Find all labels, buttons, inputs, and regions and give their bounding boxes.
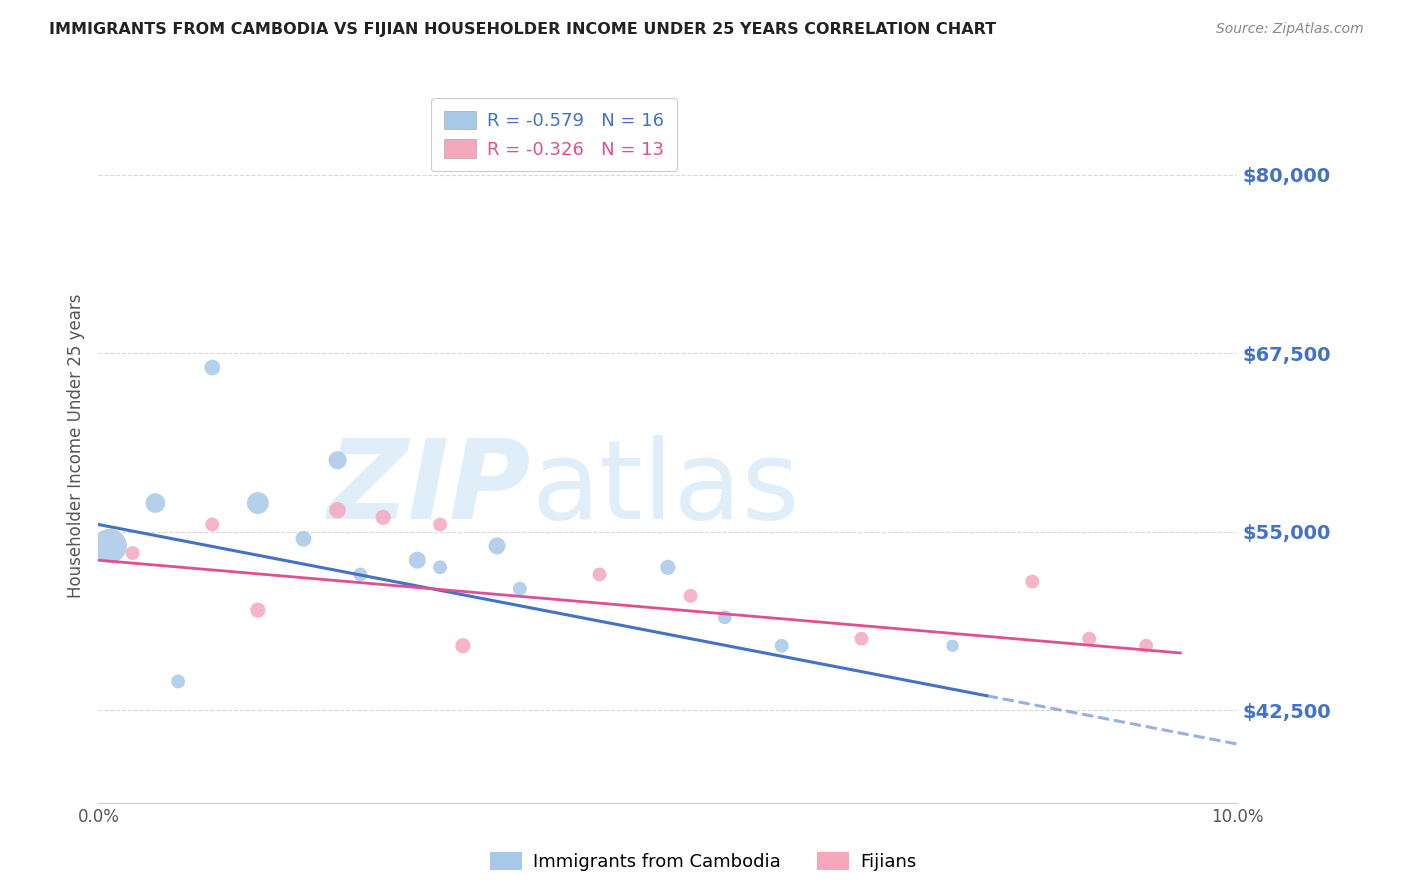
Point — [486, 539, 509, 553]
Point — [1078, 632, 1101, 646]
Point — [657, 560, 679, 574]
Point — [246, 603, 269, 617]
Point — [679, 589, 702, 603]
Text: Source: ZipAtlas.com: Source: ZipAtlas.com — [1216, 22, 1364, 37]
Y-axis label: Householder Income Under 25 years: Householder Income Under 25 years — [66, 293, 84, 599]
Legend: R = -0.579   N = 16, R = -0.326   N = 13: R = -0.579 N = 16, R = -0.326 N = 13 — [432, 98, 676, 171]
Legend: Immigrants from Cambodia, Fijians: Immigrants from Cambodia, Fijians — [482, 845, 924, 879]
Point — [406, 553, 429, 567]
Point — [429, 560, 451, 574]
Text: IMMIGRANTS FROM CAMBODIA VS FIJIAN HOUSEHOLDER INCOME UNDER 25 YEARS CORRELATION: IMMIGRANTS FROM CAMBODIA VS FIJIAN HOUSE… — [49, 22, 997, 37]
Point — [373, 510, 395, 524]
Point — [326, 453, 349, 467]
Point — [121, 546, 143, 560]
Point — [1021, 574, 1043, 589]
Point — [98, 539, 121, 553]
Point — [292, 532, 315, 546]
Point — [714, 610, 737, 624]
Point — [167, 674, 190, 689]
Point — [145, 496, 167, 510]
Point — [451, 639, 474, 653]
Point — [201, 517, 224, 532]
Point — [429, 517, 451, 532]
Point — [1135, 639, 1157, 653]
Point — [851, 632, 873, 646]
Point — [326, 503, 349, 517]
Text: ZIP: ZIP — [328, 435, 531, 542]
Point — [509, 582, 531, 596]
Text: atlas: atlas — [531, 435, 800, 542]
Point — [349, 567, 371, 582]
Point — [942, 639, 965, 653]
Point — [201, 360, 224, 375]
Point — [246, 496, 269, 510]
Point — [588, 567, 610, 582]
Point — [770, 639, 793, 653]
Point — [714, 874, 737, 888]
